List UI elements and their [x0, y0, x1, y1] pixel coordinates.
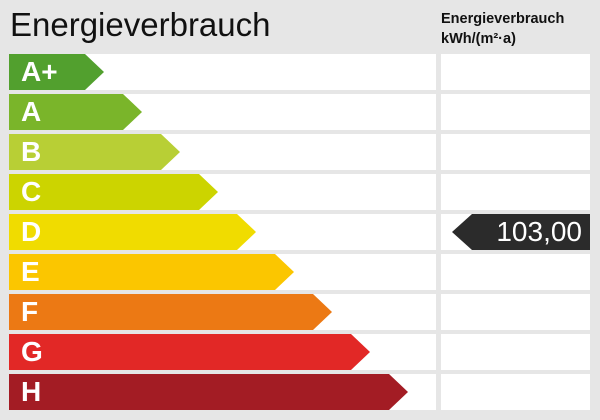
class-label: C — [21, 176, 42, 207]
value-cell-A+ — [441, 54, 590, 90]
class-label: A — [21, 96, 42, 127]
class-label: E — [21, 256, 40, 287]
class-arrow-H — [9, 374, 408, 410]
value-cell-H — [441, 374, 590, 410]
class-arrow-E — [9, 254, 294, 290]
class-row-H: H — [9, 374, 436, 410]
chart-title: Energieverbrauch — [10, 6, 271, 43]
unit-line-1: Energieverbrauch — [441, 11, 565, 27]
class-row-D: D — [9, 214, 436, 250]
class-label: B — [21, 136, 42, 167]
class-label: D — [21, 216, 42, 247]
class-arrow-F — [9, 294, 332, 330]
class-row-E: E — [9, 254, 436, 290]
class-row-F: F — [9, 294, 436, 330]
class-arrow-D — [9, 214, 256, 250]
class-label: H — [21, 376, 42, 407]
value-cell-B — [441, 134, 590, 170]
value-text: 103,00 — [496, 216, 582, 247]
class-row-A: A — [9, 94, 436, 130]
class-label: G — [21, 336, 43, 367]
class-row-B: B — [9, 134, 436, 170]
value-cell-A — [441, 94, 590, 130]
class-row-C: C — [9, 174, 436, 210]
value-cell-E — [441, 254, 590, 290]
value-cell-F — [441, 294, 590, 330]
class-label: F — [21, 296, 39, 327]
class-label: A+ — [21, 56, 58, 87]
class-arrow-A+ — [9, 54, 104, 90]
class-arrow-B — [9, 134, 180, 170]
value-cell-C — [441, 174, 590, 210]
value-cell-G — [441, 334, 590, 370]
class-arrow-C — [9, 174, 218, 210]
value-marker: 103,00 — [452, 214, 590, 250]
class-row-G: G — [9, 334, 436, 370]
class-arrow-G — [9, 334, 370, 370]
class-row-A+: A+ — [9, 54, 436, 90]
class-arrow-A — [9, 94, 142, 130]
unit-label: Energieverbrauch kWh/(m²·a) — [441, 9, 564, 49]
unit-line-2: kWh/(m²·a) — [441, 31, 516, 47]
